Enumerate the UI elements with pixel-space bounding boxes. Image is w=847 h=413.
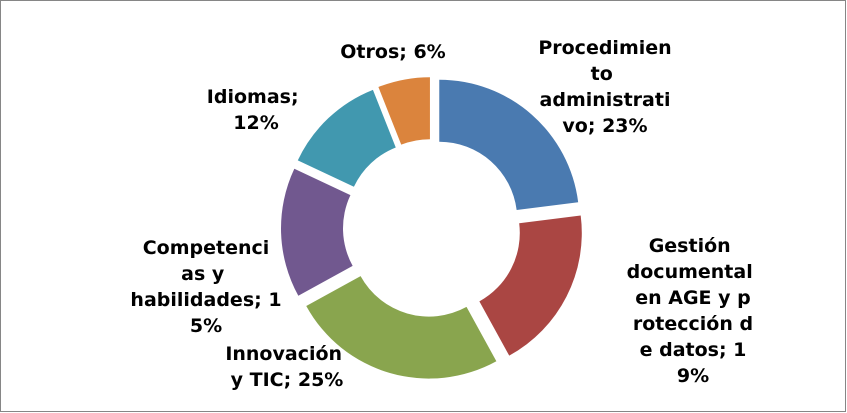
data-label: Idiomas; 12% xyxy=(207,86,305,134)
doughnut-segment xyxy=(281,168,353,296)
doughnut-segment xyxy=(479,215,582,356)
doughnut-segment xyxy=(297,89,396,187)
data-label: Competenci as y habilidades; 1 5% xyxy=(130,237,281,337)
doughnut-segment xyxy=(378,77,430,145)
data-label: Procedimien to administrati vo; 23% xyxy=(538,37,671,137)
data-label: Otros; 6% xyxy=(340,41,445,63)
doughnut-segment xyxy=(306,276,497,379)
doughnut-segment xyxy=(439,79,579,210)
data-label: Gestión documental en AGE y p rotección d… xyxy=(627,235,760,387)
data-label: Innovación y TIC; 25% xyxy=(225,343,348,391)
